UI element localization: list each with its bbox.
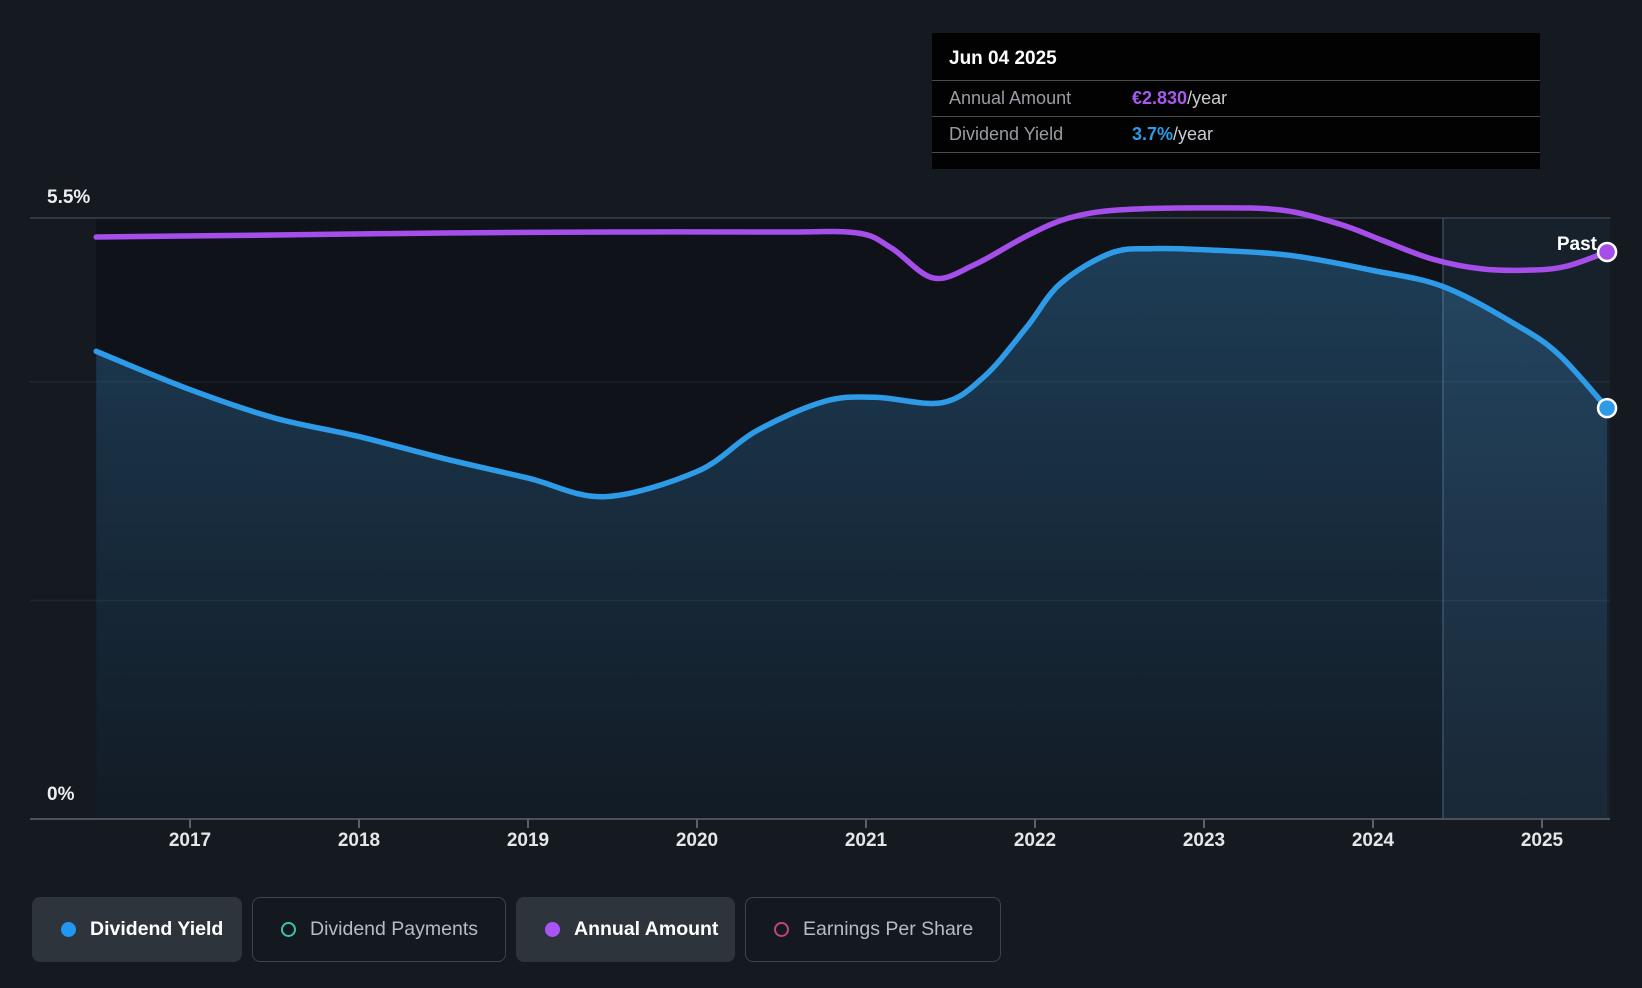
yield-area <box>96 248 1608 819</box>
x-axis-label: 2020 <box>676 830 718 851</box>
x-axis-label: 2018 <box>338 830 380 851</box>
earnings-per-share-swatch-icon <box>774 922 789 937</box>
y-axis-labels: 5.5% 0% <box>47 187 90 805</box>
legend-dividend-payments-button[interactable]: Dividend Payments <box>252 897 506 962</box>
x-axis-label: 2024 <box>1352 830 1395 851</box>
x-axis-label: 2023 <box>1183 830 1225 851</box>
tooltip-label: Annual Amount <box>949 88 1072 108</box>
tooltip-row-dividend-yield: Dividend Yield 3.7%/year <box>932 116 1540 152</box>
x-axis-label: 2025 <box>1521 830 1564 851</box>
x-axis-label: 2019 <box>507 830 549 851</box>
chart-tooltip: Jun 04 2025 Annual Amount €2.830/year Di… <box>932 33 1540 169</box>
tooltip-value: €2.830/year <box>1132 88 1228 108</box>
legend-earnings-per-share-button[interactable]: Earnings Per Share <box>745 897 1001 962</box>
amount-line <box>93 205 1610 282</box>
amount-end-marker[interactable] <box>1596 241 1618 263</box>
annual-amount-swatch-icon <box>545 922 560 937</box>
x-axis: 2017 2018 2019 2020 2021 2022 2023 2024 2025 <box>30 818 1610 851</box>
legend-label: Dividend Yield <box>90 918 224 940</box>
tooltip-suffix: /year <box>1187 88 1228 108</box>
tooltip-value: 3.7%/year <box>1132 124 1214 144</box>
dividend-yield-swatch-icon <box>61 922 76 937</box>
legend-annual-amount-button[interactable]: Annual Amount <box>516 897 735 962</box>
yield-line <box>93 245 1610 500</box>
past-label: Past <box>1557 234 1598 255</box>
y-axis-min-label: 0% <box>47 784 75 805</box>
tooltip-row-annual-amount: Annual Amount €2.830/year <box>932 80 1540 116</box>
x-axis-label: 2017 <box>169 830 211 851</box>
tooltip-label: Dividend Yield <box>949 124 1064 144</box>
y-axis-max-label: 5.5% <box>47 187 90 208</box>
plot-hover-area[interactable] <box>96 218 1610 819</box>
legend-label: Annual Amount <box>574 918 719 940</box>
x-axis-label: 2021 <box>845 830 888 851</box>
tooltip-suffix: /year <box>1173 124 1214 144</box>
yield-end-marker[interactable] <box>1596 397 1618 419</box>
tooltip-date: Jun 04 2025 <box>949 48 1057 69</box>
legend-label: Earnings Per Share <box>803 918 974 940</box>
dividend-payments-swatch-icon <box>281 922 296 937</box>
legend-label: Dividend Payments <box>310 918 478 940</box>
past-region <box>1442 218 1610 819</box>
x-axis-label: 2022 <box>1014 830 1056 851</box>
legend-dividend-yield-button[interactable]: Dividend Yield <box>32 897 242 962</box>
